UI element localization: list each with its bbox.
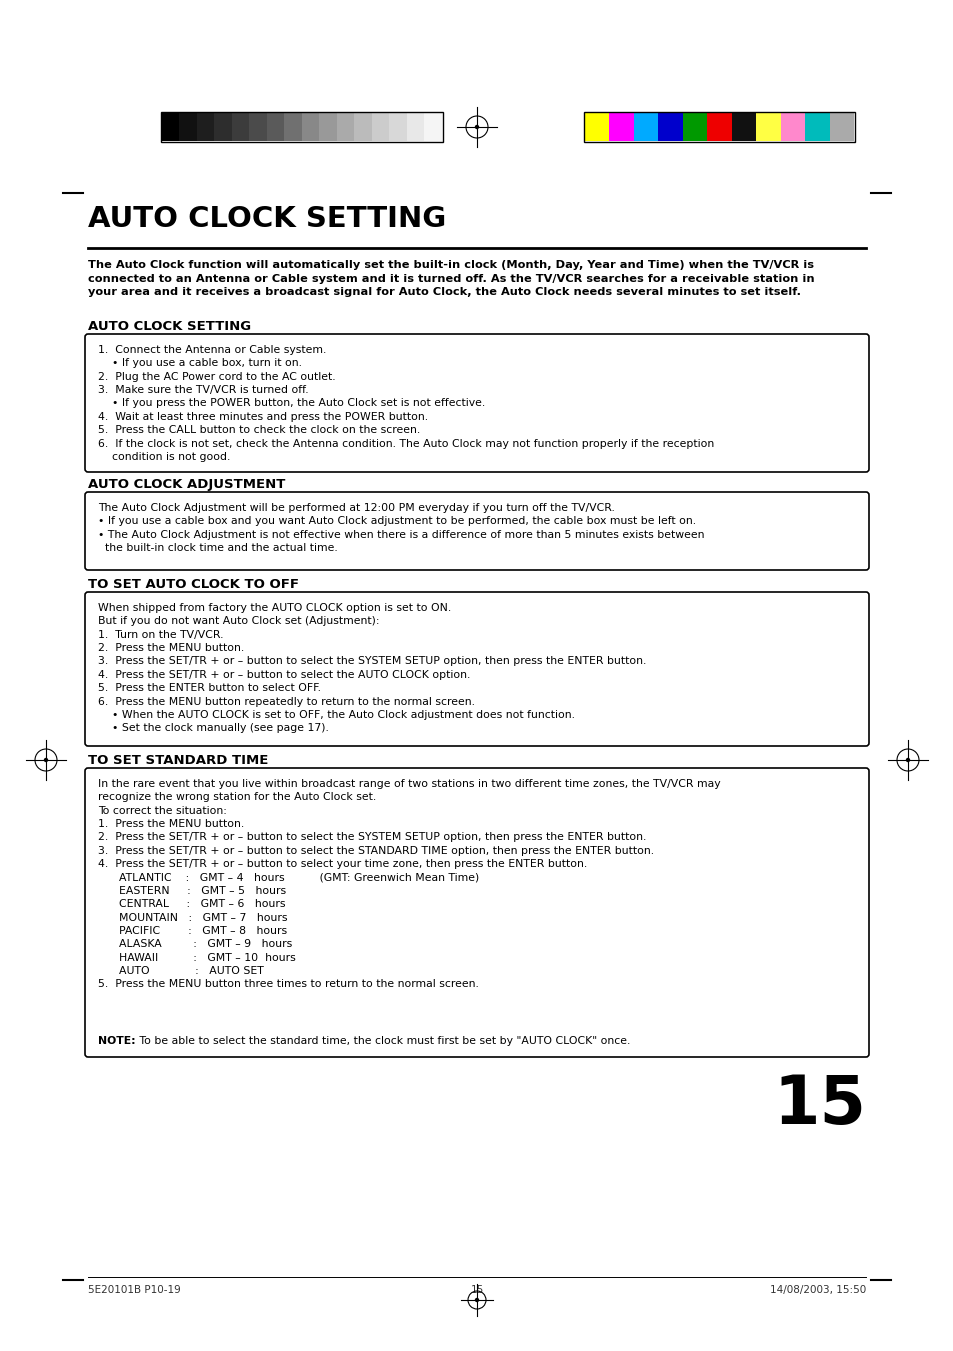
Text: The Auto Clock function will automatically set the built-in clock (Month, Day, Y: The Auto Clock function will automatical… [88, 259, 814, 297]
Bar [196, 113, 214, 141]
Bar [250, 113, 267, 141]
Bar [214, 113, 232, 141]
Bar [424, 113, 441, 141]
Bar [336, 113, 355, 141]
FancyBboxPatch shape [85, 334, 868, 471]
Bar [161, 112, 442, 142]
Circle shape [45, 758, 48, 762]
Bar [583, 112, 855, 142]
Text: NOTE:: NOTE: [98, 1036, 135, 1046]
Text: 1.  Connect the Antenna or Cable system.
    • If you use a cable box, turn it o: 1. Connect the Antenna or Cable system. … [98, 345, 714, 462]
Text: AUTO CLOCK ADJUSTMENT: AUTO CLOCK ADJUSTMENT [88, 478, 285, 490]
Bar [319, 113, 336, 141]
Bar [267, 113, 284, 141]
Bar [756, 113, 781, 141]
Bar [389, 113, 407, 141]
Bar [781, 113, 804, 141]
Bar [179, 113, 196, 141]
Text: 14/08/2003, 15:50: 14/08/2003, 15:50 [769, 1285, 865, 1296]
FancyBboxPatch shape [85, 592, 868, 746]
Bar [731, 113, 756, 141]
Bar [609, 113, 634, 141]
Text: AUTO CLOCK SETTING: AUTO CLOCK SETTING [88, 205, 446, 232]
Text: When shipped from factory the AUTO CLOCK option is set to ON.
But if you do not : When shipped from factory the AUTO CLOCK… [98, 603, 646, 734]
Bar [355, 113, 372, 141]
Bar [804, 113, 829, 141]
Circle shape [475, 1298, 478, 1301]
Text: TO SET STANDARD TIME: TO SET STANDARD TIME [88, 754, 268, 767]
Bar [658, 113, 682, 141]
Bar [302, 113, 319, 141]
Bar [634, 113, 658, 141]
Bar [682, 113, 707, 141]
FancyBboxPatch shape [85, 767, 868, 1056]
Bar [584, 113, 609, 141]
Text: The Auto Clock Adjustment will be performed at 12:00 PM everyday if you turn off: The Auto Clock Adjustment will be perfor… [98, 503, 703, 553]
Bar [707, 113, 731, 141]
Text: 15: 15 [470, 1285, 483, 1296]
Text: In the rare event that you live within broadcast range of two stations in two di: In the rare event that you live within b… [98, 780, 720, 989]
Bar [162, 113, 179, 141]
Text: AUTO CLOCK SETTING: AUTO CLOCK SETTING [88, 320, 251, 332]
Circle shape [475, 126, 478, 128]
Bar [284, 113, 302, 141]
FancyBboxPatch shape [85, 492, 868, 570]
Text: 5E20101B P10-19: 5E20101B P10-19 [88, 1285, 180, 1296]
Bar [372, 113, 389, 141]
Bar [407, 113, 424, 141]
Bar [232, 113, 250, 141]
Text: 15: 15 [772, 1071, 865, 1138]
Text: To be able to select the standard time, the clock must first be set by "AUTO CLO: To be able to select the standard time, … [136, 1036, 630, 1046]
Circle shape [905, 758, 908, 762]
Bar [829, 113, 854, 141]
Text: TO SET AUTO CLOCK TO OFF: TO SET AUTO CLOCK TO OFF [88, 578, 298, 590]
